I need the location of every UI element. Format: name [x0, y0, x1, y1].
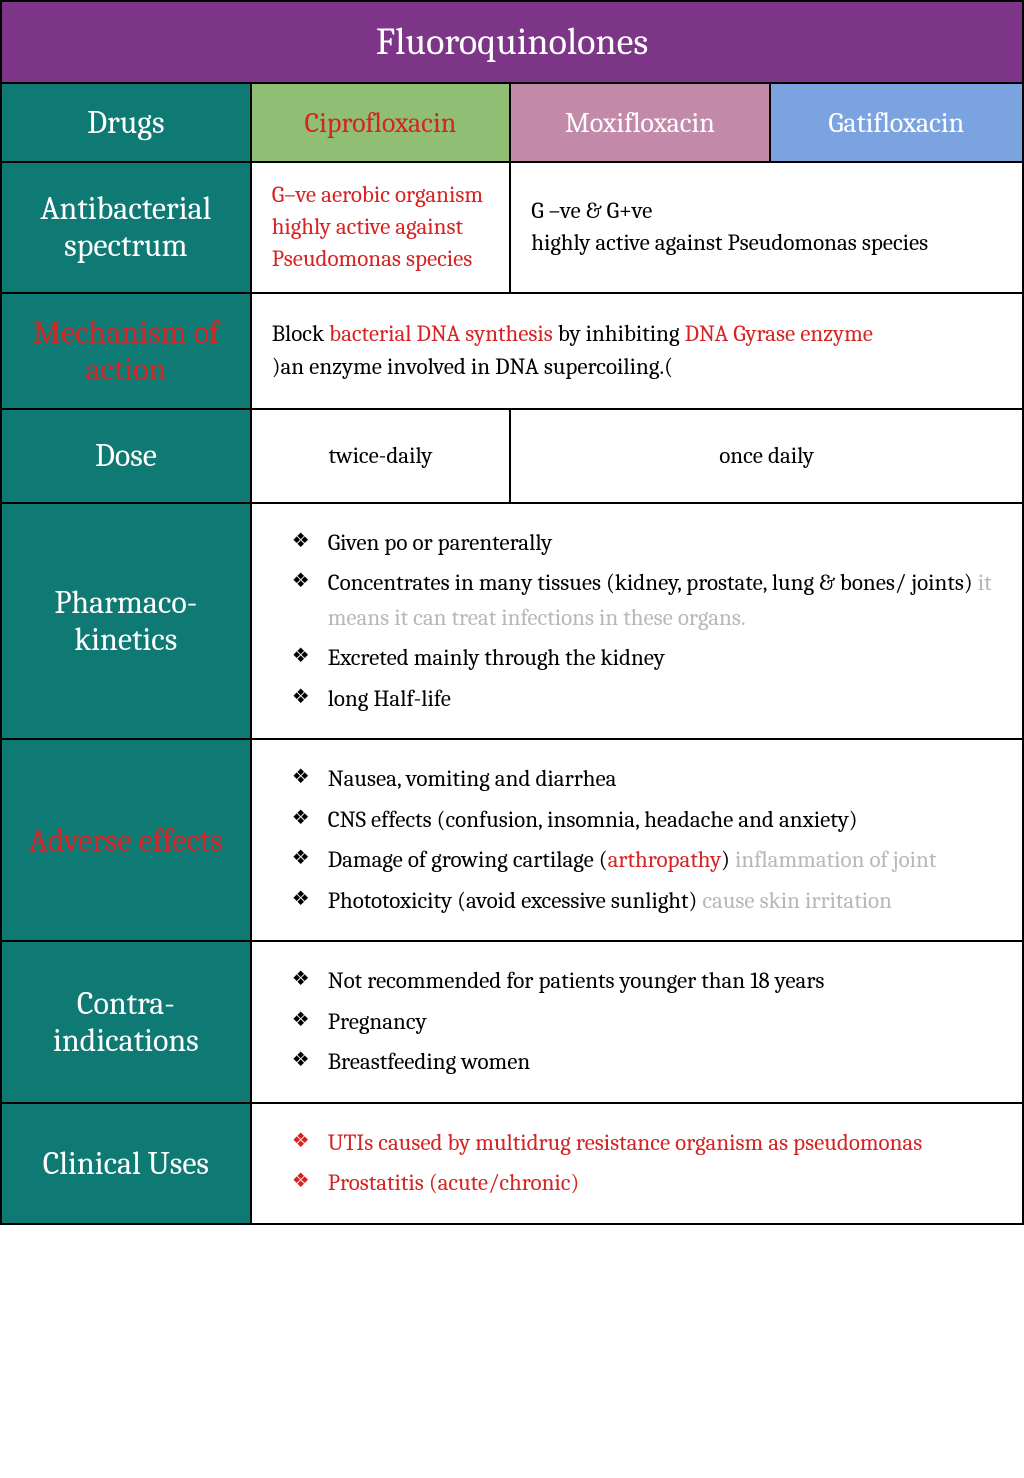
list-item: Nausea, vomiting and diarrhea [292, 762, 1002, 797]
contra-content: Not recommended for patients younger tha… [251, 941, 1023, 1103]
spectrum-cipro: G–ve aerobic organism highly active agai… [251, 162, 511, 293]
list-item: Breastfeeding women [292, 1045, 1002, 1080]
adverse-content: Nausea, vomiting and diarrhea CNS effects… [251, 739, 1023, 941]
uses-content: UTIs caused by multidrug resistance orga… [251, 1103, 1023, 1224]
list-item: Pregnancy [292, 1005, 1002, 1040]
drugs-header-row: Drugs Ciprofloxacin Moxifloxacin Gatiflo… [1, 83, 1023, 162]
spectrum-label: Antibacterial spectrum [1, 162, 251, 293]
contra-label: Contra-indications [1, 941, 251, 1103]
mechanism-label: Mechanism of action [1, 293, 251, 409]
dose-others: once daily [510, 409, 1023, 503]
list-item: CNS effects (confusion, insomnia, headac… [292, 803, 1002, 838]
spectrum-row: Antibacterial spectrum G–ve aerobic orga… [1, 162, 1023, 293]
list-item: UTIs caused by multidrug resistance orga… [292, 1126, 1002, 1161]
list-item: long Half-life [292, 682, 1002, 717]
list-item: Excreted mainly through the kidney [292, 641, 1002, 676]
mechanism-row: Mechanism of action Block bacterial DNA … [1, 293, 1023, 409]
dose-label: Dose [1, 409, 251, 503]
adverse-row: Adverse effects Nausea, vomiting and dia… [1, 739, 1023, 941]
adverse-list: Nausea, vomiting and diarrhea CNS effects… [272, 762, 1002, 918]
list-item: Phototoxicity (avoid excessive sunlight)… [292, 884, 1002, 919]
mech-pre: Block [272, 320, 329, 347]
title-row: Fluoroquinolones [1, 1, 1023, 83]
dose-cipro: twice-daily [251, 409, 511, 503]
list-item: Damage of growing cartilage (arthropathy… [292, 843, 1002, 878]
fluoroquinolones-table: Fluoroquinolones Drugs Ciprofloxacin Mox… [0, 0, 1024, 1225]
spectrum-others: G –ve & G+ve highly active against Pseud… [510, 162, 1023, 293]
list-item: Given po or parenterally [292, 526, 1002, 561]
uses-list: UTIs caused by multidrug resistance orga… [272, 1126, 1002, 1201]
uses-row: Clinical Uses UTIs caused by multidrug r… [1, 1103, 1023, 1224]
mechanism-content: Block bacterial DNA synthesis by inhibit… [251, 293, 1023, 409]
drug-moxi: Moxifloxacin [510, 83, 769, 162]
mech-mid: by inhibiting [553, 320, 685, 347]
table-title: Fluoroquinolones [1, 1, 1023, 83]
list-item: Prostatitis (acute/chronic) [292, 1166, 1002, 1201]
pk-content: Given po or parenterally Concentrates in … [251, 503, 1023, 740]
dose-row: Dose twice-daily once daily [1, 409, 1023, 503]
mech-red2: DNA Gyrase enzyme [685, 320, 873, 347]
adverse-label: Adverse effects [1, 739, 251, 941]
pk-row: Pharmaco-kinetics Given po or parenteral… [1, 503, 1023, 740]
uses-label: Clinical Uses [1, 1103, 251, 1224]
drugs-label: Drugs [1, 83, 251, 162]
contra-list: Not recommended for patients younger tha… [272, 964, 1002, 1080]
contra-row: Contra-indications Not recommended for p… [1, 941, 1023, 1103]
mech-red1: bacterial DNA synthesis [329, 320, 553, 347]
drug-gati: Gatifloxacin [770, 83, 1023, 162]
drug-cipro: Ciprofloxacin [251, 83, 511, 162]
list-item: Concentrates in many tissues (kidney, pr… [292, 566, 1002, 635]
mech-post: )an enzyme involved in DNA supercoiling.… [272, 353, 673, 380]
pk-label: Pharmaco-kinetics [1, 503, 251, 740]
list-item: Not recommended for patients younger tha… [292, 964, 1002, 999]
pk-list: Given po or parenterally Concentrates in … [272, 526, 1002, 717]
